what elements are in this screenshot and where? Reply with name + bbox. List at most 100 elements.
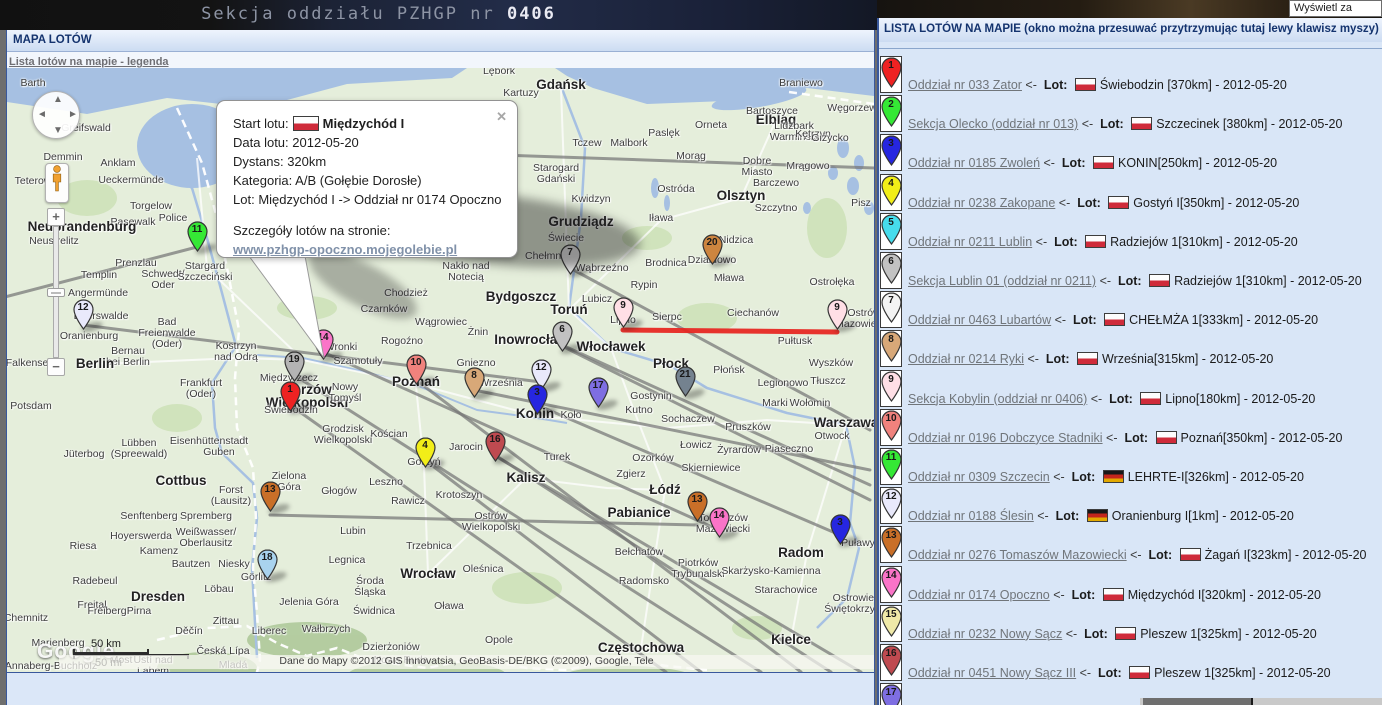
horizontal-scrollbar-thumb[interactable] — [1143, 698, 1253, 705]
balloon-details-link[interactable]: www.pzhgp-opoczno.mojegolebie.pl — [233, 242, 458, 257]
map-marker-14[interactable]: 14 — [708, 507, 730, 538]
map-marker-3[interactable]: 3 — [829, 514, 851, 545]
list-marker-6[interactable]: 6 — [880, 252, 902, 289]
organization-link[interactable]: Oddział nr 0211 Lublin — [908, 234, 1033, 249]
list-marker-3[interactable]: 3 — [880, 134, 902, 172]
map-marker-1[interactable]: 1 — [279, 381, 301, 412]
organization-link[interactable]: Oddział nr 0451 Nowy Sącz III — [908, 666, 1077, 680]
list-marker-15[interactable]: 15 — [880, 604, 902, 642]
map-marker-21[interactable]: 21 — [674, 366, 696, 397]
organization-link[interactable]: Oddział nr 0232 Nowy Sącz — [908, 626, 1063, 641]
list-marker-2[interactable]: 2 — [880, 95, 902, 133]
organization-link[interactable]: Oddział nr 0214 Ryki — [908, 352, 1025, 367]
map-marker-11[interactable]: 11 — [186, 221, 208, 252]
map-marker-9[interactable]: 9 — [826, 299, 848, 330]
poland-flag-icon — [1115, 626, 1137, 640]
flight-list-row: 5 Oddział nr 0211 Lublin <- Lot: Radziejó… — [879, 212, 1382, 252]
organization-link[interactable]: Sekcja Kobylin (oddział nr 0406) — [908, 391, 1088, 406]
organization-link[interactable]: Oddział nr 0185 Zwoleń — [908, 156, 1041, 171]
pan-right-icon[interactable]: ► — [68, 109, 78, 120]
info-balloon: ✕ Start lotu: Międzychód I Data lotu: 201… — [216, 100, 518, 258]
zoom-in-button[interactable]: + — [47, 208, 65, 226]
organization-link[interactable]: Oddział nr 0196 Dobczyce Stadniki — [908, 430, 1103, 445]
list-marker-17[interactable]: 17 — [880, 683, 902, 705]
map-marker-14[interactable]: 14 — [312, 329, 334, 360]
page-title: Sekcja oddziału PZHGP nr 0406 — [201, 4, 556, 24]
pan-down-icon[interactable]: ▼ — [53, 125, 63, 136]
flight-list-row: 3 Oddział nr 0185 Zwoleń <- Lot: KONIN[25… — [879, 133, 1382, 173]
flight-route-line — [560, 343, 872, 487]
list-marker-12[interactable]: 12 — [880, 487, 902, 525]
flight-list-row: 17 — [879, 682, 1382, 705]
list-marker-11[interactable]: 11 — [880, 448, 902, 485]
flight-row-text: Oddział nr 0276 Tomaszów Mazowiecki <- L… — [908, 548, 1367, 563]
organization-link[interactable]: Oddział nr 0188 Ślesin — [908, 509, 1034, 524]
map-marker-13[interactable]: 13 — [259, 481, 281, 512]
flight-list-row: 14 Oddział nr 0174 Opoczno <- Lot: Między… — [879, 565, 1382, 605]
flight-list-header-draggable[interactable]: LISTA LOTÓW NA MAPIE (okno można przesuw… — [879, 18, 1382, 42]
map-marker-4[interactable]: 4 — [414, 437, 436, 468]
map-marker-12[interactable]: 12 — [72, 299, 94, 330]
map-marker-19[interactable]: 19 — [283, 351, 305, 382]
list-marker-14[interactable]: 14 — [880, 565, 902, 603]
pan-up-icon[interactable]: ▲ — [53, 94, 63, 105]
organization-link[interactable]: Sekcja Lublin 01 (oddział nr 0211) — [908, 274, 1097, 288]
map-marker-20[interactable]: 20 — [701, 234, 723, 265]
organization-link[interactable]: Oddział nr 0309 Szczecin — [908, 470, 1050, 484]
list-marker-9[interactable]: 9 — [880, 369, 902, 407]
list-marker-10[interactable]: 10 — [880, 408, 902, 446]
flight-list-row: 9 Sekcja Kobylin (oddział nr 0406) <- Lot… — [879, 369, 1382, 409]
list-marker-8[interactable]: 8 — [880, 330, 902, 368]
list-marker-13[interactable]: 13 — [880, 526, 902, 564]
flight-row-text: Oddział nr 0185 Zwoleń <- Lot: KONIN[250… — [908, 156, 1278, 171]
google-map[interactable]: #flight-lines line.flight-line{stroke:#7… — [7, 68, 874, 672]
organization-link[interactable]: Oddział nr 0463 Lubartów — [908, 313, 1052, 328]
map-marker-9[interactable]: 9 — [612, 297, 634, 328]
poland-flag-icon — [1074, 78, 1096, 91]
map-marker-18[interactable]: 18 — [256, 549, 278, 580]
map-marker-6[interactable]: 6 — [551, 321, 573, 352]
scale-km-bar — [73, 649, 149, 654]
organization-link[interactable]: Sekcja Olecko (oddział nr 013) — [908, 117, 1079, 132]
flight-list-row: 7 Oddział nr 0463 Lubartów <- Lot: CHEŁMŻ… — [879, 290, 1382, 330]
flight-route-line — [423, 458, 703, 672]
flight-description: Poznań[350km] - 2012-05-20 — [1180, 430, 1343, 445]
map-marker-17[interactable]: 17 — [587, 377, 609, 408]
flight-row-text: Oddział nr 0188 Ślesin <- Lot: Oranienbu… — [908, 509, 1294, 524]
map-marker-7[interactable]: 7 — [559, 244, 581, 275]
map-marker-10[interactable]: 10 — [405, 354, 427, 385]
list-marker-16[interactable]: 16 — [880, 644, 902, 681]
list-marker-7[interactable]: 7 — [880, 291, 902, 329]
flight-list-row: 4 Oddział nr 0238 Zakopane <- Lot: Gostyń… — [879, 173, 1382, 213]
legend-link[interactable]: Lista lotów na mapie - legenda — [9, 56, 169, 68]
scale-km-label: 50 km — [91, 638, 121, 650]
flight-list-row: 2 Sekcja Olecko (oddział nr 013) <- Lot: … — [879, 94, 1382, 134]
map-marker-16[interactable]: 16 — [484, 431, 506, 462]
list-marker-1[interactable]: 1 — [880, 56, 902, 93]
balloon-details-label: Szczegóły lotów na stronie: — [233, 223, 391, 238]
flight-description: Międzychód I[320km] - 2012-05-20 — [1127, 587, 1321, 602]
flight-description: Świebodzin [370km] - 2012-05-20 — [1099, 78, 1287, 92]
map-marker-13[interactable]: 13 — [686, 491, 708, 522]
balloon-close-icon[interactable]: ✕ — [496, 109, 507, 124]
horizontal-scrollbar-track[interactable] — [1140, 698, 1382, 705]
flight-row-text: Oddział nr 0463 Lubartów <- Lot: CHEŁMŻA… — [908, 313, 1319, 328]
map-panel-header: MAPA LOTÓW — [7, 30, 874, 52]
map-marker-8[interactable]: 8 — [463, 367, 485, 398]
organization-link[interactable]: Oddział nr 0238 Zakopane — [908, 195, 1056, 210]
balloon-route-line: Lot: Międzychód I -> Oddział nr 0174 Opo… — [233, 192, 502, 207]
organization-link[interactable]: Oddział nr 0174 Opoczno — [908, 587, 1050, 602]
pan-left-icon[interactable]: ◄ — [37, 109, 47, 120]
flight-list-row: 6 Sekcja Lublin 01 (oddział nr 0211) <- L… — [879, 251, 1382, 291]
flight-route-line — [414, 378, 803, 672]
list-marker-4[interactable]: 4 — [880, 173, 902, 211]
organization-link[interactable]: Oddział nr 033 Zator — [908, 78, 1022, 92]
map-pan-control[interactable]: ▲ ▼ ◄ ► — [32, 91, 80, 139]
zoom-slider-handle[interactable] — [47, 288, 65, 297]
map-marker-3[interactable]: 3 — [526, 384, 548, 415]
zoom-out-button[interactable]: − — [47, 358, 65, 376]
street-view-pegman[interactable] — [45, 163, 69, 203]
list-marker-5[interactable]: 5 — [880, 212, 902, 250]
organization-link[interactable]: Oddział nr 0276 Tomaszów Mazowiecki — [908, 548, 1127, 563]
flight-row-text: Oddział nr 0451 Nowy Sącz III <- Lot: Pl… — [908, 666, 1331, 680]
